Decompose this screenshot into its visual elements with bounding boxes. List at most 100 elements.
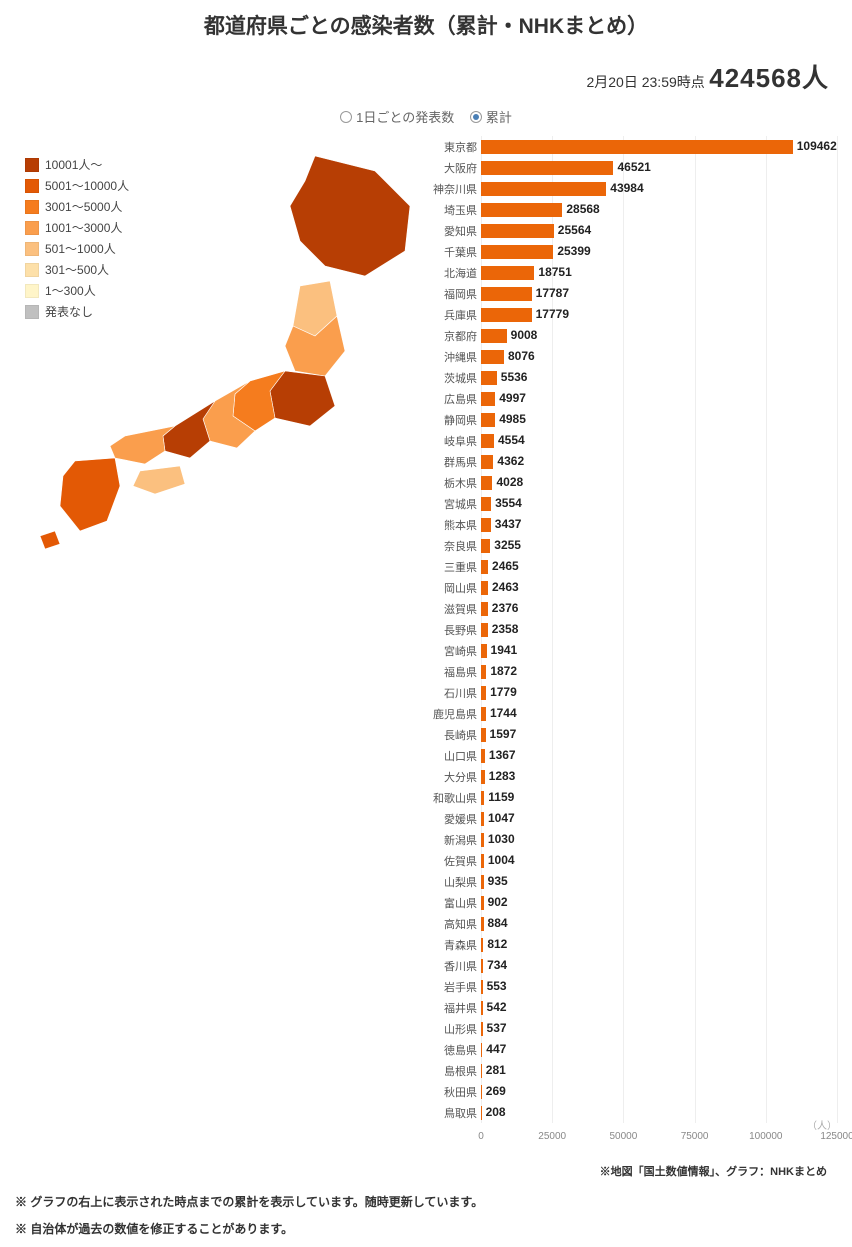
bar-row: 岐阜県 4554 (425, 430, 837, 451)
bar-value: 4997 (495, 391, 526, 405)
bar-rows: 東京都109462大阪府46521神奈川県43984埼玉県28568愛知県255… (425, 136, 837, 1123)
bar-value: 1047 (484, 811, 515, 825)
bar-row: 宮城県3554 (425, 493, 837, 514)
bar-row: 石川県1779 (425, 682, 837, 703)
map-region-hokkaido[interactable] (290, 156, 410, 276)
axis-unit: （人） (807, 1117, 837, 1132)
bar-value: 25564 (554, 223, 591, 237)
page-title: 都道府県ごとの感染者数（累計・NHKまとめ） (15, 10, 837, 40)
bar-track: 18751 (481, 266, 837, 280)
bar-value: 4362 (493, 454, 524, 468)
bar-fill[interactable] (481, 287, 532, 301)
footnote-2: ※ 自治体が過去の数値を修正することがあります。 (15, 1220, 837, 1237)
bar-label: 秋田県 (425, 1084, 481, 1100)
bar-track: 281 (481, 1064, 837, 1078)
map-region-shikoku[interactable] (133, 466, 185, 494)
bar-value: 1004 (484, 853, 515, 867)
bar-row: 徳島県447 (425, 1039, 837, 1060)
bar-fill[interactable] (481, 203, 562, 217)
page-container: 都道府県ごとの感染者数（累計・NHKまとめ） 2月20日 23:59時点 424… (0, 0, 852, 1247)
bar-track: 3255 (481, 539, 837, 553)
bar-row: 兵庫県17779 (425, 304, 837, 325)
bar-row: 静岡県4985 (425, 409, 837, 430)
map-region-kyushu[interactable] (60, 458, 120, 531)
bar-fill[interactable] (481, 392, 495, 406)
bar-fill[interactable] (481, 581, 488, 595)
bar-value: 4028 (492, 475, 523, 489)
bar-value: 1367 (485, 748, 516, 762)
bar-label: 山口県 (425, 748, 481, 764)
bar-label: 愛知県 (425, 223, 481, 239)
bar-track: 1779 (481, 686, 837, 700)
bar-value: 3255 (490, 538, 521, 552)
bar-label: 岩手県 (425, 979, 481, 995)
total-count: 424568人 (709, 63, 829, 93)
bar-row: 北海道18751 (425, 262, 837, 283)
bar-fill[interactable] (481, 455, 493, 469)
bar-track: 28568 (481, 203, 837, 217)
bar-label: 宮崎県 (425, 643, 481, 659)
bar-track: 1744 (481, 707, 837, 721)
bar-label: 新潟県 (425, 832, 481, 848)
bar-fill[interactable] (481, 518, 491, 532)
bar-label: 茨城県 (425, 370, 481, 386)
bar-label: 神奈川県 (425, 181, 481, 197)
bar-row: 岩手県553 (425, 976, 837, 997)
radio-daily-label: 1日ごとの発表数 (356, 107, 454, 126)
bar-fill[interactable] (481, 182, 606, 196)
axis-tick: 50000 (609, 1131, 637, 1142)
bar-label: 三重県 (425, 559, 481, 575)
bar-label: 福島県 (425, 664, 481, 680)
bar-fill[interactable] (481, 434, 494, 448)
bar-track: 3437 (481, 518, 837, 532)
bar-row: 和歌山県1159 (425, 787, 837, 808)
bar-row: 茨城県5536 (425, 367, 837, 388)
timestamp-row: 2月20日 23:59時点 424568人 (15, 58, 837, 95)
bar-value: 1597 (486, 727, 517, 741)
bar-fill[interactable] (481, 602, 488, 616)
bar-track: 9008 (481, 329, 837, 343)
bar-track: 734 (481, 959, 837, 973)
bar-fill[interactable] (481, 350, 504, 364)
right-column: 東京都109462大阪府46521神奈川県43984埼玉県28568愛知県255… (425, 136, 837, 1179)
bar-row: 広島県 4997 (425, 388, 837, 409)
radio-daily[interactable]: 1日ごとの発表数 (340, 107, 454, 126)
bar-row: 奈良県3255 (425, 535, 837, 556)
map-region-kanto[interactable] (270, 371, 335, 426)
bar-fill[interactable] (481, 329, 507, 343)
bar-fill[interactable] (481, 266, 534, 280)
bar-fill[interactable] (481, 308, 532, 322)
bar-row: 埼玉県28568 (425, 199, 837, 220)
bar-label: 岐阜県 (425, 433, 481, 449)
bar-fill[interactable] (481, 539, 490, 553)
bar-fill[interactable] (481, 497, 491, 511)
bar-track: 884 (481, 917, 837, 931)
bar-track: 4028 (481, 476, 837, 490)
bar-fill[interactable] (481, 245, 553, 259)
bar-fill[interactable] (481, 161, 613, 175)
bar-row: 香川県734 (425, 955, 837, 976)
bar-track: 208 (481, 1106, 837, 1120)
bar-label: 広島県 (425, 391, 481, 407)
bar-track: 935 (481, 875, 837, 889)
bar-fill[interactable] (481, 623, 488, 637)
bar-fill[interactable] (481, 413, 495, 427)
bar-fill[interactable] (481, 371, 497, 385)
bar-row: 長崎県 1597 (425, 724, 837, 745)
bar-label: 長崎県 (425, 727, 481, 743)
radio-cumulative[interactable]: 累計 (470, 107, 512, 126)
bar-fill[interactable] (481, 224, 554, 238)
bar-row: 新潟県1030 (425, 829, 837, 850)
bar-row: 山梨県935 (425, 871, 837, 892)
bar-value: 4554 (494, 433, 525, 447)
bar-fill[interactable] (481, 476, 492, 490)
bar-fill[interactable] (481, 140, 793, 154)
bar-row: 鳥取県208 (425, 1102, 837, 1123)
bar-label: 徳島県 (425, 1042, 481, 1058)
bar-fill[interactable] (481, 560, 488, 574)
bar-value: 9008 (507, 328, 538, 342)
bar-row: 佐賀県1004 (425, 850, 837, 871)
bar-label: 栃木県 (425, 475, 481, 491)
map-region-okinawa[interactable] (40, 531, 60, 549)
bar-row: 長野県2358 (425, 619, 837, 640)
